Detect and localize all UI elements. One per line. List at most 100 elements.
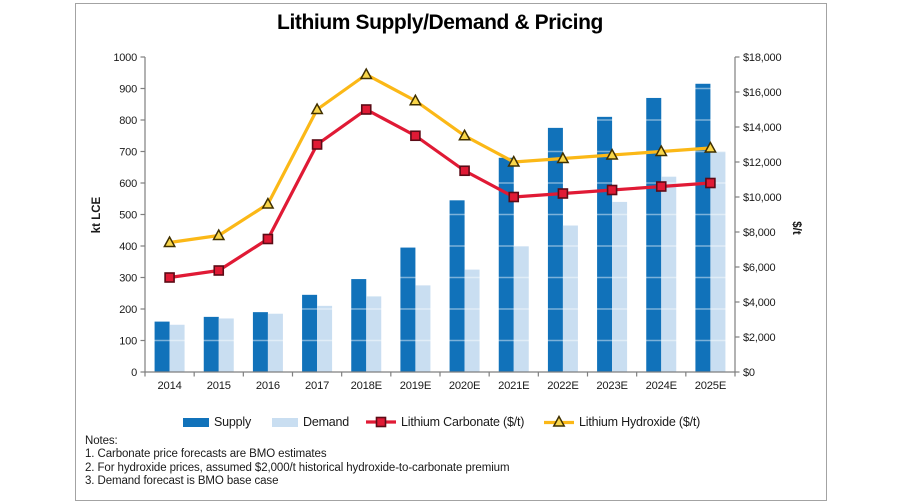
supply-bar xyxy=(695,83,711,373)
triangle-marker xyxy=(605,147,619,160)
x-axis-label: 2017 xyxy=(305,380,329,392)
left-tick-label: 400 xyxy=(119,241,137,253)
demand-bar xyxy=(415,285,431,372)
square-marker xyxy=(262,233,274,245)
x-axis-label: 2024E xyxy=(646,380,677,392)
square-series-line xyxy=(167,107,713,280)
supply-bar xyxy=(252,312,268,372)
supply-bar xyxy=(154,321,170,372)
triangle-marker xyxy=(310,102,324,115)
x-axis-label: 2018E xyxy=(351,380,382,392)
carbonate-line-swatch-icon xyxy=(366,416,396,428)
left-tick-label: 500 xyxy=(119,210,137,222)
demand-bar xyxy=(218,318,234,372)
right-tick-label: $18,000 xyxy=(743,52,781,64)
square-marker xyxy=(606,184,618,196)
right-tick-label: $4,000 xyxy=(743,297,776,309)
triangle-marker xyxy=(654,144,668,157)
supply-bar xyxy=(547,127,563,372)
legend-item-supply: Supply xyxy=(183,413,251,431)
x-axis-label: 2020E xyxy=(449,380,480,392)
x-axis-label: 2023E xyxy=(596,380,627,392)
triangle-marker xyxy=(458,128,472,141)
x-axis-label: 2021E xyxy=(498,380,529,392)
right-tick-label: $10,000 xyxy=(743,192,781,204)
demand-bar xyxy=(267,313,283,372)
legend-label: Lithium Carbonate ($/t) xyxy=(401,415,525,429)
left-tick-label: 1000 xyxy=(113,52,137,64)
left-tick-label: 900 xyxy=(119,84,137,96)
x-axis-label: 2016 xyxy=(256,380,280,392)
x-axis-label: 2022E xyxy=(547,380,578,392)
right-tick-label: $0 xyxy=(743,367,755,379)
chart-title: Lithium Supply/Demand & Pricing xyxy=(277,11,603,34)
square-marker xyxy=(705,177,716,189)
right-tick-label: $6,000 xyxy=(743,262,776,274)
demand-bar xyxy=(612,201,628,372)
hydroxide-line-swatch-icon xyxy=(544,415,574,427)
supply-swatch-icon xyxy=(183,417,209,427)
triangle-marker xyxy=(408,93,422,106)
right-tick-label: $2,000 xyxy=(743,332,776,344)
legend-label: Lithium Hydroxide ($/t) xyxy=(579,415,701,429)
square-marker xyxy=(213,265,225,276)
demand-bar xyxy=(366,296,382,372)
triangle-marker xyxy=(359,67,373,80)
left-tick-label: 200 xyxy=(119,304,137,316)
supply-bar xyxy=(498,157,514,372)
square-marker xyxy=(164,272,175,283)
square-marker xyxy=(459,165,470,177)
legend-label: Supply xyxy=(214,415,252,429)
supply-bar xyxy=(646,97,662,372)
right-axis-title: $/t xyxy=(790,221,802,235)
demand-bar xyxy=(317,305,333,372)
notes-block: Notes: 1. Carbonate price forecasts are … xyxy=(85,435,510,489)
supply-bar xyxy=(302,294,318,372)
right-tick-label: $12,000 xyxy=(743,157,781,169)
note-line: 1. Carbonate price forecasts are BMO est… xyxy=(85,448,327,461)
triangle-marker xyxy=(163,235,177,248)
legend-item-demand: Demand xyxy=(272,413,349,431)
demand-bar xyxy=(710,151,726,372)
demand-swatch-icon xyxy=(272,417,298,427)
supply-bar xyxy=(351,279,367,372)
right-tick-label: $14,000 xyxy=(743,122,781,134)
left-tick-label: 0 xyxy=(131,367,137,379)
supply-bar xyxy=(400,247,416,372)
note-line: 2. For hydroxide prices, assumed $2,000/… xyxy=(85,461,510,474)
left-tick-label: 700 xyxy=(119,147,137,159)
triangle-marker xyxy=(703,140,717,153)
x-axis-label: 2015 xyxy=(207,380,231,392)
legend-item-hydroxide: Lithium Hydroxide ($/t) xyxy=(544,413,700,431)
left-axis-title: kt LCE xyxy=(91,196,103,234)
legend-item-carbonate: Lithium Carbonate ($/t) xyxy=(366,413,524,431)
square-marker xyxy=(508,191,520,203)
legend-label: Demand xyxy=(303,415,350,429)
supply-bar xyxy=(597,116,613,372)
triangle-marker xyxy=(212,228,226,241)
square-marker xyxy=(311,139,323,150)
supply-bar xyxy=(203,316,219,372)
x-axis-label: 2019E xyxy=(400,380,431,392)
square-marker xyxy=(655,181,667,192)
left-tick-label: 300 xyxy=(119,273,137,285)
left-tick-label: 100 xyxy=(119,336,137,348)
right-tick-label: $16,000 xyxy=(743,87,781,99)
x-axis-label: 2014 xyxy=(158,380,182,392)
right-tick-label: $8,000 xyxy=(743,227,776,239)
triangle-marker xyxy=(507,154,521,167)
square-marker xyxy=(557,188,569,199)
demand-bar xyxy=(513,246,529,372)
demand-bar xyxy=(661,176,677,372)
left-tick-label: 800 xyxy=(119,115,137,127)
notes-heading: Notes: xyxy=(85,435,118,447)
left-tick-label: 600 xyxy=(119,178,137,190)
square-marker xyxy=(410,130,421,142)
note-line: 3. Demand forecast is BMO base case xyxy=(85,475,279,488)
triangle-series-line xyxy=(167,72,713,245)
triangle-marker xyxy=(556,151,570,164)
square-marker xyxy=(360,104,372,115)
x-axis-label: 2025E xyxy=(695,380,726,392)
supply-bar xyxy=(449,200,465,372)
